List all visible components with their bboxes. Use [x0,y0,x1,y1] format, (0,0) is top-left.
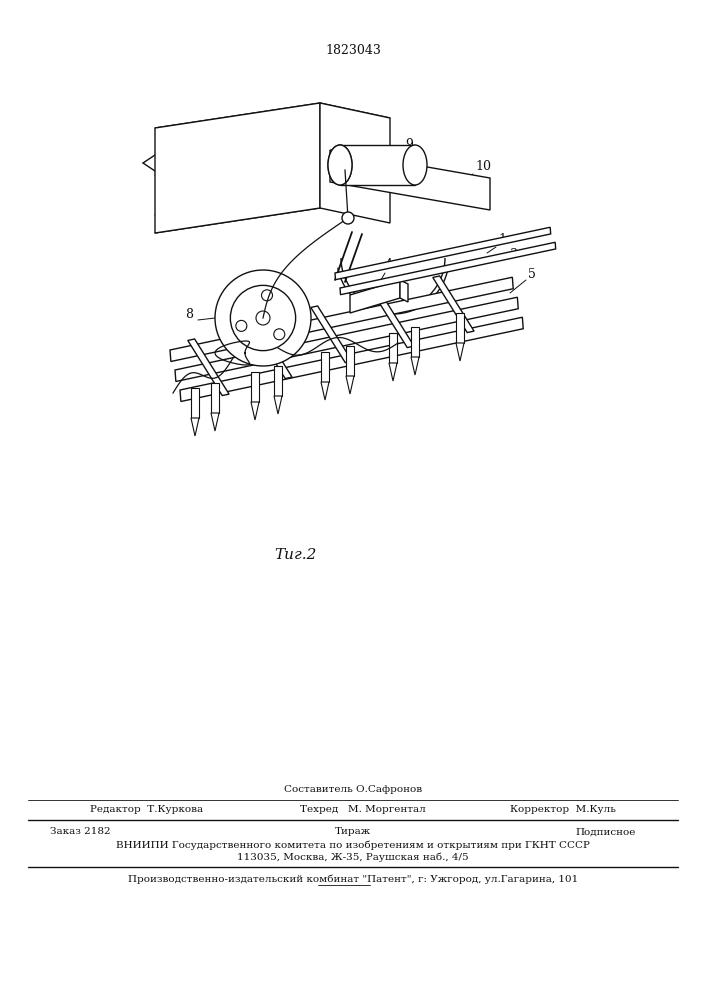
Circle shape [215,270,311,366]
Text: Подписное: Подписное [575,828,636,836]
Polygon shape [155,103,390,143]
Polygon shape [191,418,199,436]
Text: Техред   М. Моргентал: Техред М. Моргентал [300,806,426,814]
Circle shape [342,212,354,224]
Polygon shape [188,339,229,396]
Polygon shape [389,333,397,363]
Text: Заказ 2182: Заказ 2182 [50,828,110,836]
Polygon shape [175,297,518,381]
Circle shape [236,320,247,331]
Polygon shape [320,103,390,223]
Polygon shape [456,343,464,361]
Polygon shape [191,388,199,418]
Polygon shape [340,145,415,185]
Polygon shape [411,327,419,357]
Text: Редактор  Т.Куркова: Редактор Т.Куркова [90,806,203,814]
Polygon shape [335,227,551,280]
Polygon shape [340,242,556,295]
Polygon shape [211,383,219,413]
Polygon shape [389,363,397,381]
Polygon shape [433,276,474,333]
Ellipse shape [328,145,352,185]
Circle shape [262,290,272,301]
Polygon shape [321,352,329,382]
Polygon shape [400,280,408,302]
Text: 1823043: 1823043 [325,43,381,56]
Ellipse shape [328,145,352,185]
Polygon shape [411,357,419,375]
Text: Составитель О.Сафронов: Составитель О.Сафронов [284,786,422,794]
Polygon shape [350,280,400,313]
Text: 8: 8 [185,308,193,321]
Polygon shape [330,150,490,210]
Ellipse shape [403,145,427,185]
Polygon shape [456,313,464,343]
Polygon shape [346,346,354,376]
Polygon shape [170,277,513,361]
Text: Тираж: Тираж [335,828,371,836]
Polygon shape [180,317,523,401]
Polygon shape [251,402,259,420]
Text: 4: 4 [385,258,393,271]
Circle shape [230,285,296,351]
Text: 1: 1 [498,233,506,246]
Text: Производственно-издательский комбинат "Патент", г: Ужгород, ул.Гагарина, 101: Производственно-издательский комбинат "П… [128,874,578,884]
Polygon shape [251,322,292,379]
Text: 113035, Москва, Ж-35, Раушская наб., 4/5: 113035, Москва, Ж-35, Раушская наб., 4/5 [237,852,469,862]
Polygon shape [373,291,414,348]
Text: ВНИИПИ Государственного комитета по изобретениям и открытиям при ГКНТ СССР: ВНИИПИ Государственного комитета по изоб… [116,840,590,850]
Polygon shape [274,396,282,414]
Text: 10: 10 [475,160,491,173]
Polygon shape [155,103,320,233]
Text: 5: 5 [528,268,536,281]
Polygon shape [321,382,329,400]
Text: 9: 9 [405,138,413,151]
Circle shape [274,329,285,340]
Polygon shape [274,366,282,396]
Text: Τиг.2: Τиг.2 [274,548,316,562]
Polygon shape [311,306,352,363]
Circle shape [256,311,270,325]
Polygon shape [346,376,354,394]
Polygon shape [251,372,259,402]
Text: 3: 3 [510,248,518,261]
Text: Корректор  М.Куль: Корректор М.Куль [510,806,616,814]
Polygon shape [211,413,219,431]
